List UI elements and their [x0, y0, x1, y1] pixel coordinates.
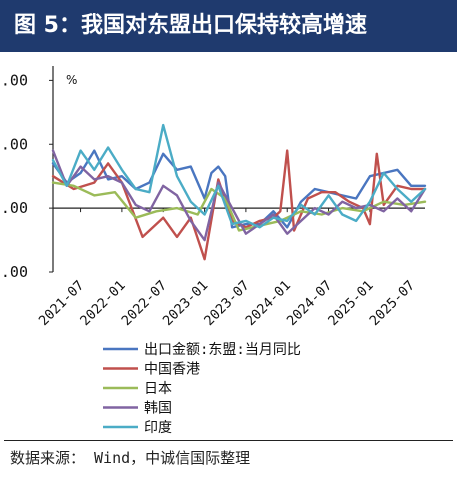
line-chart: .00.00.00.00%2021-072022-012022-072023-0…: [1, 66, 427, 436]
title-banner: 图 5：我国对东盟出口保持较高增速: [0, 0, 457, 52]
legend-label-3: 日本: [144, 381, 172, 397]
legend-label-4: 韩国: [144, 401, 172, 417]
series-line-3: [51, 181, 427, 232]
y-tick-label: .00: [1, 135, 28, 153]
y-tick-label: .00: [1, 263, 28, 281]
legend-label-1: 出口金额:东盟:当月同比: [144, 342, 301, 358]
legend-label-5: 印度: [144, 420, 172, 436]
y-tick-label: .00: [1, 71, 28, 89]
series-line-1: [51, 149, 427, 229]
source-note: 数据来源： Wind，中诚信国际整理: [10, 449, 251, 467]
source-divider: [4, 440, 453, 441]
plot-area: .00.00.00.00%2021-072022-012022-072023-0…: [1, 66, 427, 436]
x-tick-label: 2025-07: [366, 278, 418, 330]
y-tick-label: .00: [1, 199, 28, 217]
legend-label-2: 中国香港: [144, 362, 200, 378]
series-line-5: [51, 123, 427, 229]
page-title: 图 5：我国对东盟出口保持较高增速: [14, 13, 367, 38]
series-line-4: [51, 149, 427, 242]
y-unit-label: %: [66, 73, 77, 87]
